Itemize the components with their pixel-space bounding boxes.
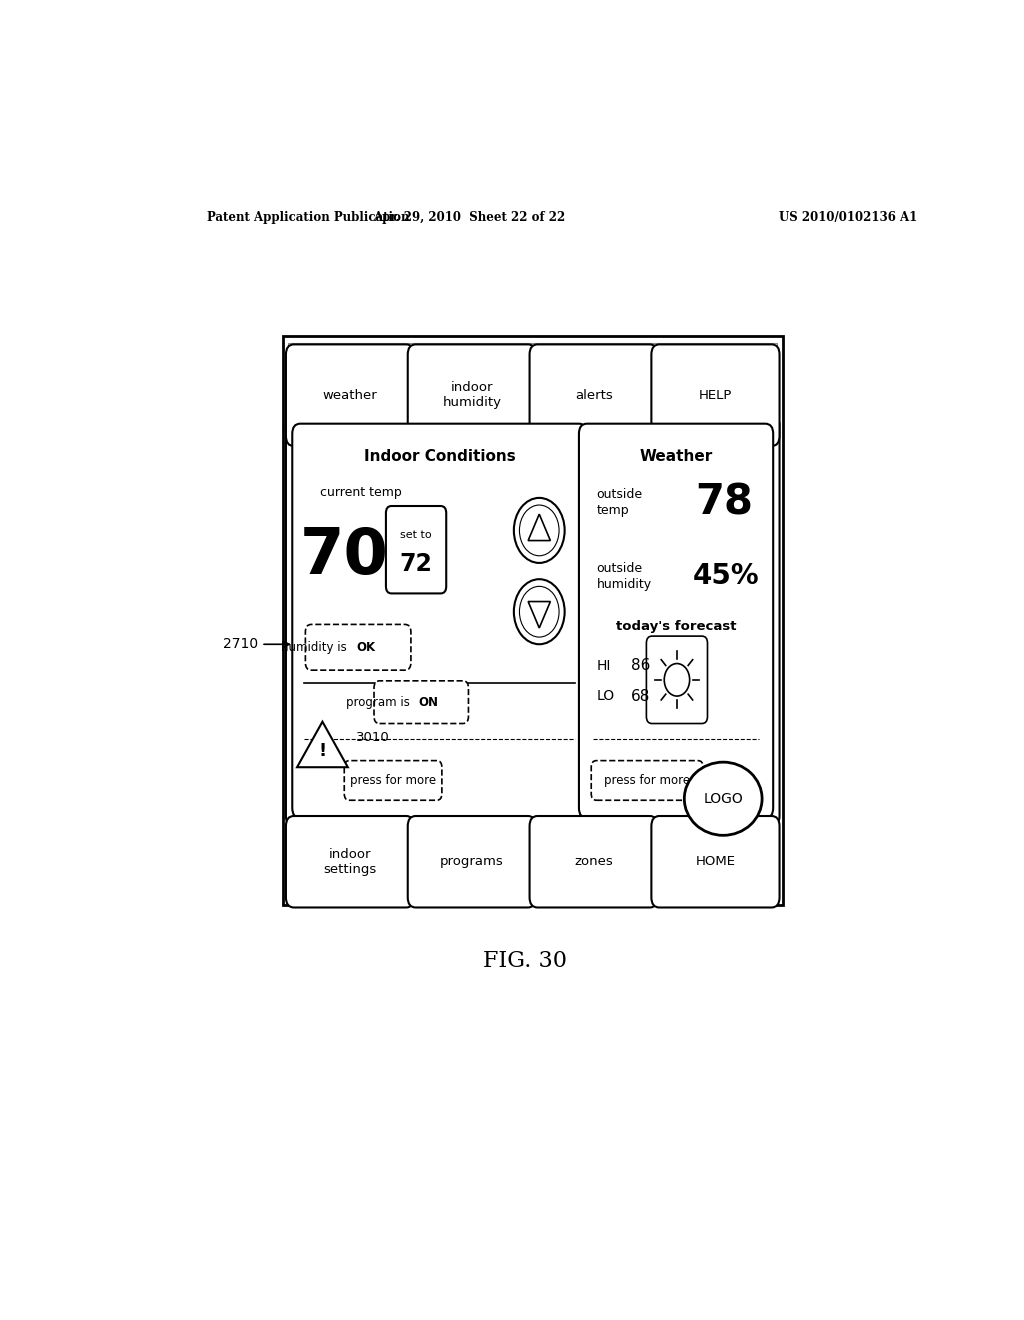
Text: press for more: press for more bbox=[350, 774, 436, 787]
Text: 45%: 45% bbox=[692, 562, 759, 590]
Text: HOME: HOME bbox=[695, 855, 735, 869]
FancyBboxPatch shape bbox=[591, 760, 703, 800]
FancyBboxPatch shape bbox=[408, 345, 536, 446]
Text: LOGO: LOGO bbox=[703, 792, 743, 805]
Text: 86: 86 bbox=[631, 659, 650, 673]
Text: alerts: alerts bbox=[574, 388, 612, 401]
FancyBboxPatch shape bbox=[529, 816, 657, 907]
Text: programs: programs bbox=[440, 855, 504, 869]
Circle shape bbox=[665, 664, 689, 696]
Text: zones: zones bbox=[574, 855, 613, 869]
Polygon shape bbox=[528, 602, 550, 628]
Text: 2710: 2710 bbox=[223, 638, 289, 651]
Text: 3010: 3010 bbox=[355, 731, 389, 744]
Text: 68: 68 bbox=[631, 689, 650, 704]
Text: HI: HI bbox=[596, 659, 610, 673]
Text: outside
temp: outside temp bbox=[596, 488, 642, 517]
Text: today's forecast: today's forecast bbox=[615, 620, 736, 634]
Text: FIG. 30: FIG. 30 bbox=[482, 950, 567, 973]
Polygon shape bbox=[297, 722, 348, 767]
Ellipse shape bbox=[684, 762, 762, 836]
Text: HELP: HELP bbox=[698, 388, 732, 401]
Text: humidity is: humidity is bbox=[281, 640, 350, 653]
Text: outside
humidity: outside humidity bbox=[596, 561, 651, 590]
Text: 72: 72 bbox=[399, 552, 432, 577]
FancyBboxPatch shape bbox=[286, 345, 414, 446]
Text: LO: LO bbox=[596, 689, 614, 704]
Text: set to: set to bbox=[400, 531, 432, 540]
Bar bbox=[289, 343, 777, 899]
Text: press for more: press for more bbox=[604, 774, 690, 787]
FancyBboxPatch shape bbox=[305, 624, 411, 671]
Text: !: ! bbox=[318, 742, 327, 760]
Text: weather: weather bbox=[323, 388, 378, 401]
Circle shape bbox=[514, 579, 564, 644]
Text: program is: program is bbox=[346, 696, 414, 709]
FancyBboxPatch shape bbox=[292, 424, 587, 818]
Text: Weather: Weather bbox=[639, 449, 713, 463]
FancyBboxPatch shape bbox=[651, 816, 779, 907]
Text: Apr. 29, 2010  Sheet 22 of 22: Apr. 29, 2010 Sheet 22 of 22 bbox=[373, 211, 565, 224]
FancyBboxPatch shape bbox=[408, 816, 536, 907]
FancyBboxPatch shape bbox=[386, 506, 446, 594]
Circle shape bbox=[519, 586, 559, 638]
Text: indoor
humidity: indoor humidity bbox=[442, 381, 502, 409]
Text: Indoor Conditions: Indoor Conditions bbox=[364, 449, 515, 463]
FancyBboxPatch shape bbox=[286, 816, 414, 907]
Text: 70: 70 bbox=[299, 525, 388, 587]
FancyBboxPatch shape bbox=[374, 681, 468, 723]
Circle shape bbox=[514, 498, 564, 562]
Text: OK: OK bbox=[356, 640, 376, 653]
FancyBboxPatch shape bbox=[579, 424, 773, 818]
FancyBboxPatch shape bbox=[286, 416, 779, 826]
Bar bbox=[283, 337, 782, 906]
FancyBboxPatch shape bbox=[344, 760, 442, 800]
Circle shape bbox=[519, 506, 559, 556]
FancyBboxPatch shape bbox=[529, 345, 657, 446]
Text: 78: 78 bbox=[695, 482, 754, 524]
Text: indoor
settings: indoor settings bbox=[324, 847, 377, 875]
FancyBboxPatch shape bbox=[651, 345, 779, 446]
FancyBboxPatch shape bbox=[646, 636, 708, 723]
Text: US 2010/0102136 A1: US 2010/0102136 A1 bbox=[778, 211, 918, 224]
Text: current temp: current temp bbox=[321, 486, 401, 499]
Text: ON: ON bbox=[419, 696, 438, 709]
Polygon shape bbox=[528, 513, 550, 541]
Text: Patent Application Publication: Patent Application Publication bbox=[207, 211, 410, 224]
